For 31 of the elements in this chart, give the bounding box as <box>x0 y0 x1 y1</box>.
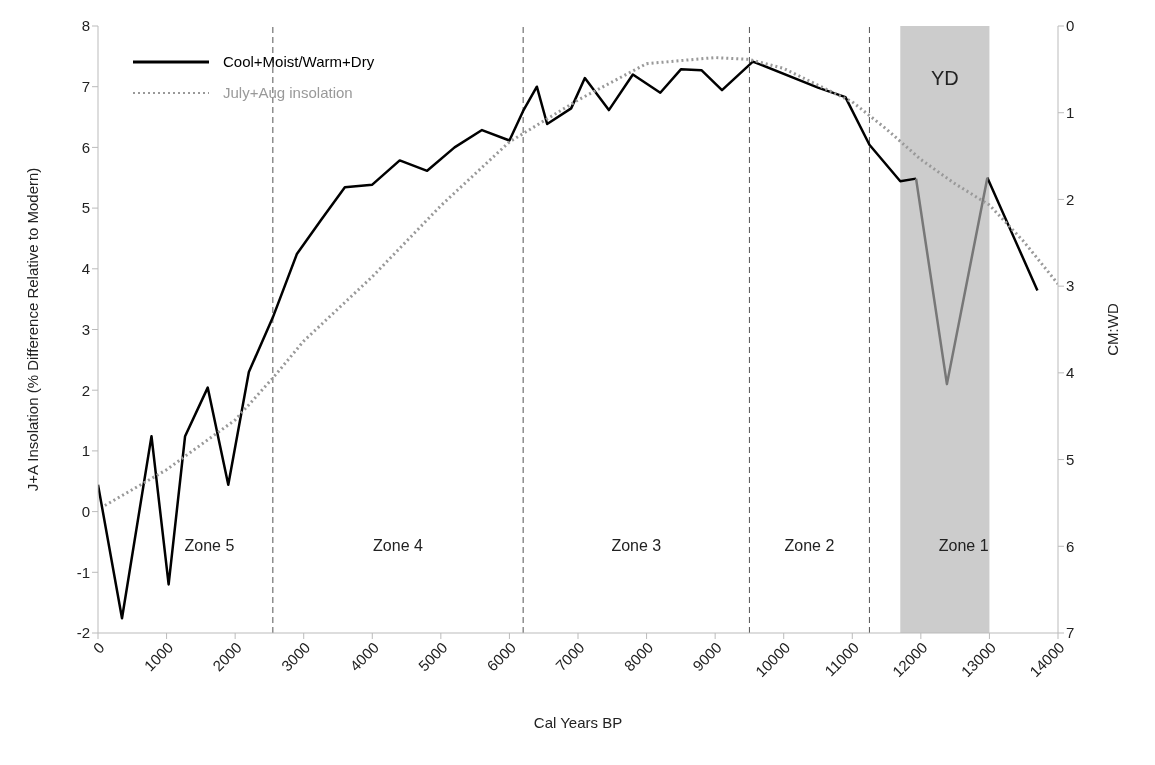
band-label: YD <box>930 67 959 90</box>
text: Cool+Moist/Warm+Dry <box>223 53 375 70</box>
y-tick-label: 8 <box>81 17 90 35</box>
y-tick-label: 1 <box>81 442 90 460</box>
annotation: Zone 4 <box>373 537 424 554</box>
annotation: Zone 5 <box>184 537 235 554</box>
y2-tick-label: 1 <box>1066 104 1075 122</box>
y-axis-title: J+A Insolation (% Difference Relative to Modern) <box>24 167 42 492</box>
y-tick-label: 2 <box>81 381 90 399</box>
y2-tick-label: 4 <box>1066 364 1075 382</box>
y-tick-label: 4 <box>81 260 90 278</box>
y2-tick-label: 0 <box>1066 17 1075 35</box>
annotation: Zone 3 <box>611 537 662 554</box>
y2-tick-label: 7 <box>1066 624 1075 642</box>
y-tick-label: 0 <box>81 502 90 520</box>
y2-tick-label: 2 <box>1066 190 1075 208</box>
y-tick-label: 7 <box>81 78 90 96</box>
y-tick-label: -1 <box>76 563 90 581</box>
y-tick-label: 6 <box>81 138 90 156</box>
text: July+Aug insolation <box>223 84 353 101</box>
annotation: Zone 2 <box>784 537 835 554</box>
y2-axis-title: CM:WD <box>1104 303 1122 356</box>
y2-tick-label: 5 <box>1066 450 1075 468</box>
y2-tick-label: 3 <box>1066 277 1075 295</box>
y-tick-label: 5 <box>81 199 90 217</box>
y2-tick-label: 6 <box>1066 537 1075 555</box>
x-axis-title: Cal Years BP <box>533 714 623 731</box>
annotation: Zone 1 <box>938 537 989 554</box>
y-tick-label: 3 <box>81 320 90 338</box>
y-tick-label: -2 <box>76 624 90 642</box>
line-series <box>103 56 1058 508</box>
